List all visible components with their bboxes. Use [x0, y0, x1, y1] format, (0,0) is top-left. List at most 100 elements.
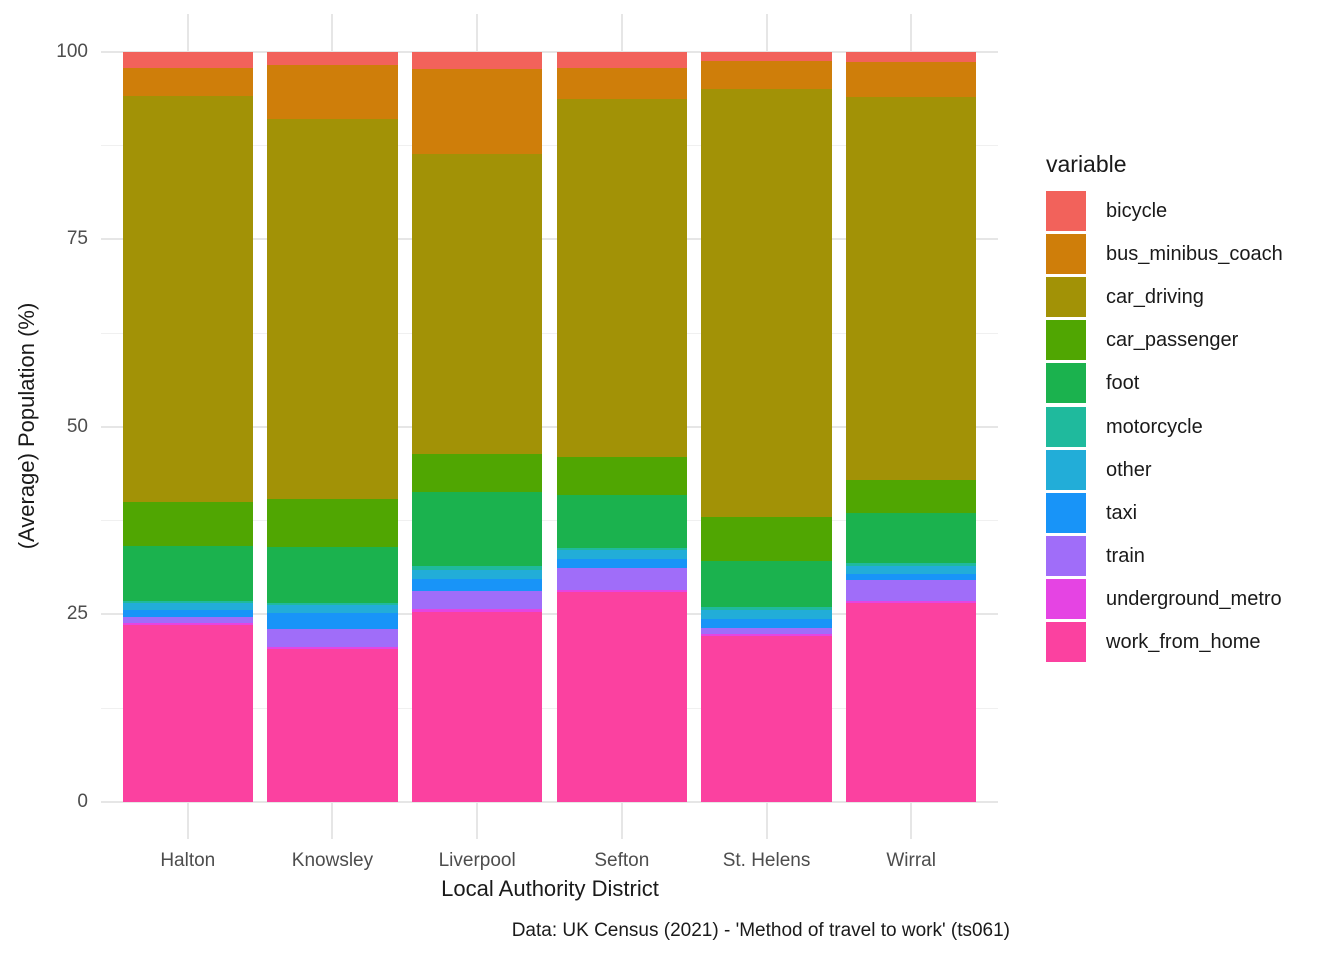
- bar-segment-motorcycle-liverpool: [412, 566, 543, 570]
- gridline-minor: [101, 707, 998, 709]
- bar-segment-work_from_home-knowsley: [267, 648, 398, 802]
- legend: variable bicycle bus_minibus_coach car_dri…: [1046, 151, 1344, 711]
- bar-segment-taxi-sefton: [556, 559, 687, 568]
- bar-segment-foot-wirral: [846, 512, 977, 563]
- bar-segment-car_passenger-wirral: [846, 479, 977, 513]
- bar-segment-car_passenger-halton: [122, 501, 253, 546]
- legend-swatch-other: [1046, 449, 1086, 490]
- x-axis-title: Local Authority District: [441, 876, 659, 901]
- legend-swatch-bus_minibus_coach: [1046, 234, 1086, 275]
- bar-segment-train-liverpool: [412, 590, 543, 609]
- bar-segment-car_passenger-liverpool: [412, 454, 543, 492]
- legend-swatch-car_passenger: [1046, 320, 1086, 361]
- bar-segment-bicycle-wirral: [846, 51, 977, 62]
- bar-segment-bus_minibus_coach-knowsley: [267, 65, 398, 119]
- legend-swatch-motorcycle: [1046, 406, 1086, 447]
- bar-segment-taxi-knowsley: [267, 612, 398, 629]
- bar-segment-car_driving-liverpool: [412, 154, 543, 455]
- bar-segment-bus_minibus_coach-st-helens: [701, 61, 832, 89]
- bar-segment-work_from_home-st-helens: [701, 635, 832, 802]
- legend-item-other: other: [1046, 449, 1344, 490]
- chart-caption: Data: UK Census (2021) - 'Method of trav…: [511, 920, 1010, 941]
- bar-segment-taxi-wirral: [846, 574, 977, 581]
- bar-segment-car_passenger-sefton: [556, 457, 687, 495]
- bar-segment-bus_minibus_coach-sefton: [556, 68, 687, 99]
- legend-item-motorcycle: motorcycle: [1046, 406, 1344, 447]
- bar-segment-motorcycle-st-helens: [701, 606, 832, 610]
- bar-segment-motorcycle-halton: [122, 600, 253, 603]
- bar-segment-bus_minibus_coach-wirral: [846, 62, 977, 97]
- bar-segment-other-liverpool: [412, 569, 543, 579]
- bar-segment-other-wirral: [846, 566, 977, 575]
- legend-item-taxi: taxi: [1046, 492, 1344, 533]
- bar-segment-underground_metro-sefton: [556, 590, 687, 593]
- legend-label: car_driving: [1106, 286, 1204, 309]
- legend-label: work_from_home: [1106, 631, 1261, 653]
- bar-segment-bicycle-st-helens: [701, 51, 832, 62]
- x-tick-label: Wirral: [886, 850, 936, 871]
- bar-segment-work_from_home-liverpool: [412, 611, 543, 802]
- bar-segment-taxi-liverpool: [412, 578, 543, 591]
- bar-segment-bicycle-liverpool: [412, 51, 543, 69]
- bar-segment-other-sefton: [556, 550, 687, 560]
- bar-segment-car_passenger-knowsley: [267, 498, 398, 547]
- bar-segment-underground_metro-halton: [122, 623, 253, 626]
- bar-segment-motorcycle-knowsley: [267, 602, 398, 605]
- bar-segment-work_from_home-wirral: [846, 602, 977, 802]
- bar-segment-bicycle-knowsley: [267, 51, 398, 65]
- bar-segment-train-wirral: [846, 580, 977, 601]
- legend-label: underground_metro: [1106, 587, 1282, 610]
- bar-segment-bicycle-halton: [122, 51, 253, 68]
- bar-segment-car_driving-halton: [122, 95, 253, 502]
- y-tick-label: 25: [66, 603, 88, 624]
- x-tick-label: Liverpool: [438, 850, 516, 871]
- bar-segment-bicycle-sefton: [556, 51, 687, 68]
- bar-segment-car_driving-sefton: [556, 98, 687, 458]
- bar-segment-other-knowsley: [267, 605, 398, 613]
- legend-swatch-car_driving: [1046, 277, 1086, 318]
- bar-segment-foot-liverpool: [412, 491, 543, 566]
- bar-segment-car_driving-st-helens: [701, 89, 832, 517]
- legend-swatch-bicycle: [1046, 191, 1086, 231]
- legend-item-car_passenger: car_passenger: [1046, 320, 1344, 361]
- legend-item-bus_minibus_coach: bus_minibus_coach: [1046, 234, 1344, 275]
- legend-label: taxi: [1106, 501, 1138, 524]
- y-tick-label: 0: [77, 790, 88, 812]
- bar-segment-underground_metro-knowsley: [267, 647, 398, 649]
- legend-label: motorcycle: [1106, 415, 1203, 438]
- bar-segment-foot-halton: [122, 545, 253, 601]
- legend-swatch-foot: [1046, 363, 1086, 404]
- legend-item-foot: foot: [1046, 363, 1344, 404]
- bar-segment-foot-knowsley: [267, 546, 398, 603]
- y-tick-label: 75: [66, 228, 88, 249]
- legend-item-bicycle: bicycle: [1046, 191, 1344, 231]
- bar-segment-train-knowsley: [267, 629, 398, 647]
- legend-label: other: [1106, 458, 1152, 481]
- bar-segment-train-st-helens: [701, 628, 832, 635]
- gridline-major: [101, 613, 998, 615]
- bar-segment-motorcycle-wirral: [846, 563, 977, 566]
- gridline-major: [101, 238, 998, 240]
- x-tick-label: Sefton: [594, 850, 650, 871]
- x-tick-label: Knowsley: [291, 850, 374, 871]
- legend-item-train: train: [1046, 535, 1344, 576]
- bar-segment-train-sefton: [556, 567, 687, 590]
- bar-segment-taxi-st-helens: [701, 619, 832, 629]
- bar-segment-foot-st-helens: [701, 560, 832, 607]
- x-tick-label: St. Helens: [722, 850, 811, 871]
- gridline-major: [101, 425, 998, 428]
- legend-item-work_from_home: work_from_home: [1046, 622, 1344, 662]
- bar-segment-other-st-helens: [701, 609, 832, 620]
- legend-item-car_driving: car_driving: [1046, 277, 1344, 318]
- gridline-minor: [101, 145, 998, 147]
- y-tick-label: 50: [66, 415, 88, 437]
- bar-segment-train-halton: [122, 617, 253, 623]
- gridline-major: [101, 50, 998, 53]
- legend-label: train: [1106, 544, 1145, 567]
- bar-segment-work_from_home-sefton: [556, 592, 687, 802]
- gridline-major: [101, 800, 998, 803]
- legend-label: bus_minibus_coach: [1106, 243, 1283, 266]
- gridline-minor: [101, 520, 998, 522]
- legend-swatch-work_from_home: [1046, 622, 1086, 662]
